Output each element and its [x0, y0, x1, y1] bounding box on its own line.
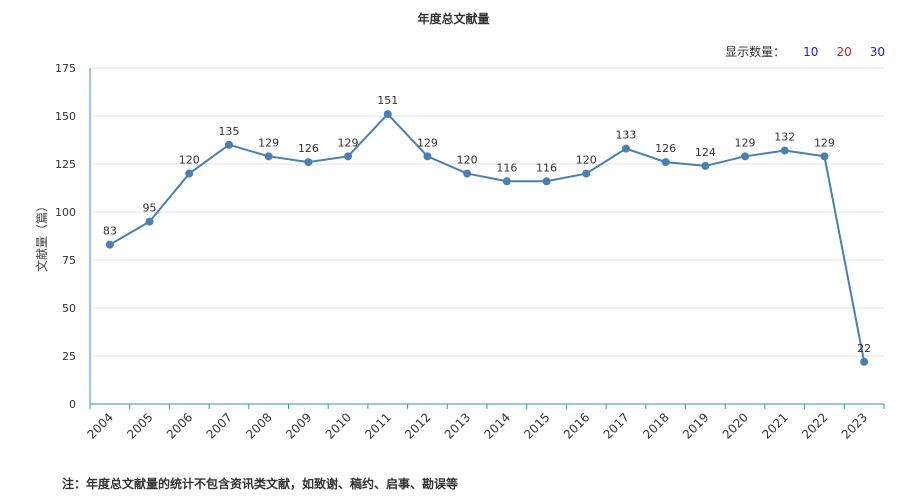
x-tick-label: 2010	[323, 410, 354, 441]
x-tick-label: 2022	[799, 410, 830, 441]
x-tick-label: 2016	[561, 410, 592, 441]
x-tick-label: 2012	[402, 410, 433, 441]
series-line	[109, 112, 866, 362]
x-tick-label: 2008	[243, 410, 274, 441]
data-point	[383, 110, 392, 119]
x-tick-label: 2015	[521, 410, 552, 441]
x-tick-label: 2018	[640, 410, 671, 441]
data-point	[582, 169, 591, 178]
y-tick-label: 0	[69, 398, 76, 411]
data-point	[264, 152, 273, 161]
data-label: 129	[338, 136, 359, 149]
data-point	[224, 140, 233, 149]
data-point	[502, 177, 511, 186]
display-count-selector: 显示数量： 10 20 30	[725, 43, 885, 60]
y-tick-label: 150	[55, 110, 76, 123]
data-label: 126	[655, 142, 676, 155]
data-label: 120	[457, 154, 478, 167]
data-label: 129	[814, 136, 835, 149]
x-tick-label: 2021	[759, 410, 790, 441]
y-tick-label: 175	[55, 62, 76, 75]
data-point	[145, 217, 154, 226]
data-label: 129	[417, 136, 438, 149]
data-label: 126	[298, 142, 319, 155]
y-tick-label: 25	[62, 350, 76, 363]
data-label: 135	[218, 125, 239, 138]
chart-title: 年度总文献量	[417, 12, 490, 26]
data-label: 120	[576, 154, 597, 167]
x-tick-label: 2006	[164, 410, 195, 441]
data-point	[621, 144, 630, 153]
x-tick-label: 2005	[124, 410, 155, 441]
data-point	[304, 158, 313, 167]
data-label: 116	[496, 161, 517, 174]
data-point	[701, 161, 710, 170]
data-point	[463, 169, 472, 178]
y-tick-label: 50	[62, 302, 76, 315]
y-tick-label: 125	[55, 158, 76, 171]
data-point	[741, 152, 750, 161]
data-point	[542, 177, 551, 186]
x-tick-label: 2020	[720, 410, 751, 441]
x-tick-label: 2009	[283, 410, 314, 441]
data-point	[860, 357, 869, 366]
data-point	[780, 146, 789, 155]
y-axis-label: 文献量（篇）	[34, 200, 49, 272]
x-tick-label: 2004	[84, 410, 115, 441]
x-tick-label: 2013	[442, 410, 473, 441]
data-point	[344, 152, 353, 161]
x-tick-label: 2017	[601, 410, 632, 441]
data-label: 116	[536, 161, 557, 174]
data-point	[423, 152, 432, 161]
display-count-label: 显示数量：	[725, 45, 786, 59]
display-count-option-20[interactable]: 20	[836, 44, 852, 59]
data-point	[185, 169, 194, 178]
x-tick-label: 2014	[481, 410, 512, 441]
data-point	[820, 152, 829, 161]
data-label: 151	[377, 94, 398, 107]
data-label: 133	[615, 129, 636, 142]
y-tick-label: 100	[55, 206, 76, 219]
data-point	[105, 240, 114, 249]
x-tick-label: 2019	[680, 410, 711, 441]
y-tick-label: 75	[62, 254, 76, 267]
data-point	[661, 158, 670, 167]
data-label: 120	[179, 154, 200, 167]
x-tick-label: 2011	[362, 410, 393, 441]
data-label: 132	[774, 131, 795, 144]
display-count-option-10[interactable]: 10	[803, 44, 819, 59]
x-tick-label: 2007	[204, 410, 235, 441]
data-label: 95	[143, 202, 157, 215]
x-tick-label: 2023	[839, 410, 870, 441]
data-label: 129	[258, 136, 279, 149]
data-label: 83	[103, 225, 117, 238]
data-label: 22	[857, 342, 871, 355]
footnote: 注：年度总文献量的统计不包含资讯类文献，如致谢、稿约、启事、勘误等	[62, 477, 459, 491]
display-count-option-30[interactable]: 30	[869, 44, 885, 59]
data-label: 129	[735, 136, 756, 149]
data-label: 124	[695, 146, 716, 159]
